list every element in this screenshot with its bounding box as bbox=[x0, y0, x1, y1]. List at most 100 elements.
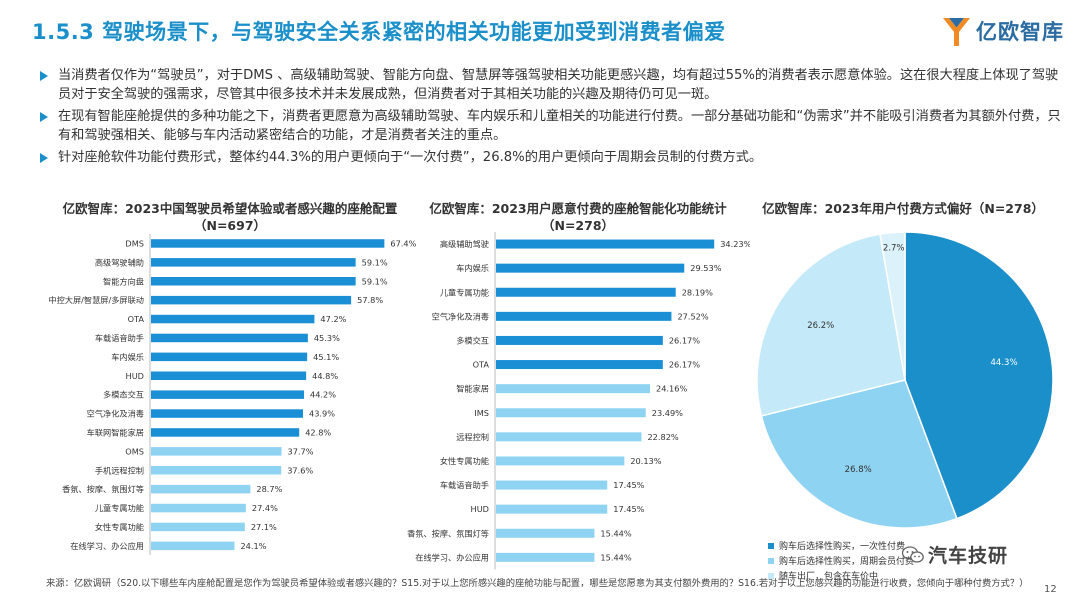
chart2-category-label: 香氛、按摩、氛围灯等 bbox=[407, 528, 489, 538]
bullet-list: 当消费者仅作为“驾驶员”，对于DMS 、高级辅助驾驶、智能方向盘、智慧屏等强驾驶… bbox=[40, 66, 1070, 170]
legend-swatch bbox=[768, 557, 774, 564]
logo-icon bbox=[943, 18, 970, 46]
chart1-category-label: 香氛、按摩、氛围灯等 bbox=[62, 484, 144, 494]
chart2-title: 亿欧智库：2023用户愿意付费的座舱智能化功能统计 （N=278） bbox=[408, 200, 748, 234]
chart1-bar-chart: DMS 67.4% 高级驾驶辅助 59.1% 智能方向盘 59.1% 中控大屏/智慧屏/多屏… bbox=[48, 234, 417, 556]
triangle-bullet-icon bbox=[40, 71, 48, 81]
chart2-value-label: 17.45% bbox=[613, 504, 644, 514]
chart2-subtitle: （N=278） bbox=[541, 218, 615, 233]
chart2-bar bbox=[496, 287, 676, 297]
chart2-category-label: 多模交互 bbox=[456, 335, 489, 345]
pie-value-label: 44.3% bbox=[991, 358, 1018, 368]
chart2-category-label: 远程控制 bbox=[456, 432, 489, 442]
chart2-category-label: 空气净化及消毒 bbox=[432, 311, 489, 321]
chart1-bar bbox=[151, 352, 308, 362]
chart1-value-label: 59.1% bbox=[362, 276, 388, 286]
chart2-value-label: 15.44% bbox=[600, 528, 631, 538]
chart1-value-label: 37.7% bbox=[288, 446, 314, 456]
wechat-icon bbox=[902, 545, 924, 563]
chart2-bar bbox=[496, 504, 608, 514]
source-note: 来源：亿欧调研（S20.以下哪些车内座舱配置是您作为驾驶员希望体验或者感兴趣的？… bbox=[46, 578, 1029, 589]
chart2-category-label: HUD bbox=[471, 504, 489, 514]
chart1-value-label: 44.8% bbox=[312, 371, 338, 381]
chart2-value-label: 34.23% bbox=[720, 239, 750, 249]
chart3-title-text: 亿欧智库：2023年用户付费方式偏好（N=278） bbox=[762, 201, 1044, 216]
chart2-value-label: 29.53% bbox=[690, 263, 721, 273]
chart2-bar bbox=[496, 239, 715, 249]
chart2-category-label: 车载语音助手 bbox=[440, 480, 489, 490]
triangle-bullet-icon bbox=[40, 153, 48, 163]
chart1-category-label: HUD bbox=[126, 371, 144, 381]
chart2-value-label: 15.44% bbox=[600, 552, 631, 562]
chart1-value-label: 28.7% bbox=[256, 484, 282, 494]
legend-swatch bbox=[768, 572, 774, 579]
bullet-item: 当消费者仅作为“驾驶员”，对于DMS 、高级辅助驾驶、智能方向盘、智慧屏等强驾驶… bbox=[40, 66, 1070, 104]
chart2-bar bbox=[496, 480, 608, 490]
legend-label: 随车出厂，包含在车价中 bbox=[779, 572, 879, 582]
chart1-category-label: OMS bbox=[125, 446, 144, 456]
chart1-bar bbox=[151, 466, 282, 475]
chart1-value-label: 45.1% bbox=[313, 352, 339, 362]
chart2-category-label: 高级辅助驾驶 bbox=[440, 239, 489, 249]
chart1-value-label: 37.6% bbox=[287, 465, 313, 475]
chart3-title: 亿欧智库：2023年用户付费方式偏好（N=278） bbox=[748, 200, 1058, 217]
chart1-value-label: 47.2% bbox=[320, 314, 346, 324]
chart1-category-label: 中控大屏/智慧屏/多屏联动 bbox=[48, 295, 144, 305]
chart2-category-label: 智能家居 bbox=[456, 384, 489, 394]
chart2-value-label: 26.17% bbox=[669, 335, 700, 345]
chart1-category-label: OTA bbox=[128, 314, 145, 324]
legend-item: 随车出厂，包含在车价中 bbox=[768, 568, 914, 583]
pie-value-label: 26.2% bbox=[807, 321, 834, 331]
chart1-bar bbox=[151, 447, 282, 456]
pie-slice bbox=[879, 231, 906, 381]
logo-text: 亿欧智库 bbox=[976, 20, 1064, 44]
chart1-bar bbox=[151, 409, 304, 418]
chart1-bar bbox=[151, 258, 356, 267]
chart1-value-label: 43.9% bbox=[309, 409, 335, 419]
legend-item: 购车后选择性购买，周期会员付费 bbox=[768, 553, 914, 568]
chart1-category-label: 空气净化及消毒 bbox=[87, 409, 144, 419]
chart1-category-label: 多模态交互 bbox=[103, 390, 144, 400]
chart1-value-label: 67.4% bbox=[390, 238, 416, 248]
chart2-value-label: 17.45% bbox=[613, 480, 644, 490]
chart2-value-label: 22.82% bbox=[647, 432, 678, 442]
chart2-bar bbox=[496, 311, 672, 321]
chart2-category-label: OTA bbox=[473, 360, 490, 370]
chart1-bar bbox=[151, 503, 246, 513]
legend-item: 购车后选择性购买，一次性付费 bbox=[768, 538, 914, 553]
chart1-value-label: 45.3% bbox=[314, 333, 340, 343]
chart2-value-label: 27.52% bbox=[677, 311, 708, 321]
bullet-text: 当消费者仅作为“驾驶员”，对于DMS 、高级辅助驾驶、智能方向盘、智慧屏等强驾驶… bbox=[58, 68, 1059, 102]
page-number: 12 bbox=[1044, 584, 1057, 595]
chart1-bar bbox=[151, 390, 305, 399]
bullet-item: 针对座舱软件功能付费形式，整体约44.3%的用户更倾向于“一次付费”，26.8%… bbox=[40, 148, 1070, 167]
chart1-category-label: 手机远程控制 bbox=[95, 465, 144, 475]
chart2-bar bbox=[496, 432, 642, 442]
chart1-category-label: DMS bbox=[125, 238, 144, 248]
chart2-bar bbox=[496, 552, 595, 562]
chart3-pie-chart: 44.3% 26.8% 26.2% 2.7% bbox=[756, 231, 1054, 529]
chart1-category-label: 女性专属功能 bbox=[95, 522, 144, 532]
pie-value-label: 2.7% bbox=[883, 243, 905, 253]
chart1-title: 亿欧智库：2023中国驾驶员希望体验或者感兴趣的座舱配置 （N=697） bbox=[40, 200, 420, 234]
chart1-value-label: 27.4% bbox=[252, 503, 278, 513]
chart2-bar-chart: 高级辅助驾驶 34.23% 车内娱乐 29.53% 儿童专属功能 28.19% 空气净化及消… bbox=[407, 232, 750, 570]
legend-label: 购车后选择性购买，周期会员付费 bbox=[779, 557, 915, 567]
chart1-bar bbox=[151, 295, 352, 305]
bullet-text: 在现有智能座舱提供的多种功能之下，消费者更愿意为高级辅助驾驶、车内娱乐和儿童相关… bbox=[58, 109, 1061, 143]
pie-slice bbox=[760, 379, 958, 529]
legend-label: 购车后选择性购买，一次性付费 bbox=[779, 542, 906, 552]
chart1-value-label: 57.8% bbox=[357, 295, 383, 305]
chart1-bar bbox=[151, 371, 307, 380]
page-title: 1.5.3 驾驶场景下，与驾驶安全关系紧密的相关功能更加受到消费者偏爱 bbox=[32, 20, 726, 44]
chart1-bar bbox=[151, 277, 356, 286]
pie-slice bbox=[904, 231, 1054, 520]
chart2-value-label: 23.49% bbox=[652, 408, 683, 418]
chart2-bar bbox=[496, 528, 595, 538]
chart1-bar bbox=[151, 333, 308, 343]
chart1-bar bbox=[151, 541, 235, 551]
chart2-bar bbox=[496, 263, 685, 273]
chart1-value-label: 59.1% bbox=[362, 257, 388, 267]
chart2-category-label: 在线学习、办公应用 bbox=[415, 552, 489, 562]
chart1-value-label: 24.1% bbox=[240, 541, 266, 551]
